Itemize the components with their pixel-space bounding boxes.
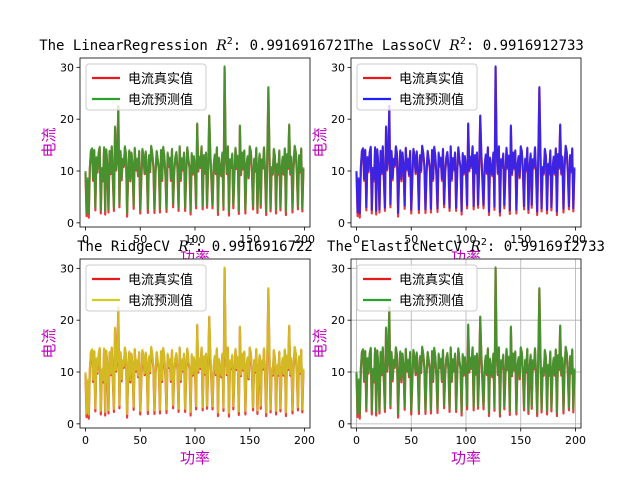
y-tick-label: 10 <box>60 366 74 379</box>
x-axis-label: 功率 <box>451 449 481 467</box>
y-axis-label: 电流 <box>311 127 329 157</box>
y-tick-label: 0 <box>67 217 74 230</box>
y-tick-label: 30 <box>331 61 345 74</box>
chart-panel-4: 0 50 100 150 200 0 10 20 30 功率 电流 The ElasticNetCV … <box>311 237 605 467</box>
y-tick-label: 0 <box>338 217 345 230</box>
legend-label: 电流预测值 <box>399 92 464 108</box>
x-tick-label: 150 <box>239 233 260 246</box>
series-line-predicted <box>355 266 576 416</box>
legend-label: 电流真实值 <box>399 272 464 288</box>
series-line-predicted <box>84 266 305 416</box>
y-axis-label: 电流 <box>40 328 58 358</box>
x-tick-label: 0 <box>353 434 360 447</box>
chart-title: The ElasticNetCV R2: 0.9916912733 <box>327 237 605 255</box>
y-axis-label: 电流 <box>311 328 329 358</box>
y-tick-label: 0 <box>338 418 345 431</box>
chart-panel-3: 0 50 100 150 200 0 10 20 30 功率 电流 The RidgeCV R2: 0… <box>40 237 315 467</box>
title-score: : 0.9916916722 <box>195 239 313 255</box>
x-tick-label: 100 <box>185 434 206 447</box>
x-tick-label: 200 <box>565 233 586 246</box>
legend-label: 电流预测值 <box>399 293 464 309</box>
title-r2-symbol: R <box>469 239 481 255</box>
legend-label: 电流预测值 <box>128 92 193 108</box>
y-tick-label: 20 <box>331 113 345 126</box>
x-tick-label: 50 <box>404 434 418 447</box>
legend-label: 电流真实值 <box>128 71 193 87</box>
title-r2-symbol: R <box>215 38 227 54</box>
title-score: : 0.9916912733 <box>487 239 605 255</box>
title-r2-exponent: 2 <box>481 237 487 248</box>
x-tick-label: 0 <box>353 233 360 246</box>
legend-label: 电流真实值 <box>399 71 464 87</box>
title-r2-exponent: 2 <box>189 237 195 248</box>
title-score: : 0.9916912733 <box>466 38 584 54</box>
title-r2-symbol: R <box>448 38 460 54</box>
y-tick-label: 30 <box>331 262 345 275</box>
series-line-predicted <box>84 65 305 215</box>
x-tick-label: 50 <box>404 233 418 246</box>
legend-label: 电流预测值 <box>128 293 193 309</box>
title-r2-exponent: 2 <box>460 36 466 47</box>
title-text: The ElasticNetCV <box>327 239 470 255</box>
x-tick-label: 150 <box>510 434 531 447</box>
y-tick-label: 20 <box>331 314 345 327</box>
title-text: The LassoCV <box>348 38 449 54</box>
chart-title: The RidgeCV R2: 0.9916916722 <box>77 237 313 255</box>
y-tick-label: 20 <box>60 314 74 327</box>
y-tick-label: 30 <box>60 61 74 74</box>
y-tick-label: 0 <box>67 418 74 431</box>
chart-title: The LinearRegression R2: 0.9916916721 <box>39 36 351 54</box>
legend-label: 电流真实值 <box>128 272 193 288</box>
title-score: : 0.9916916721 <box>233 38 351 54</box>
x-tick-label: 200 <box>294 434 315 447</box>
title-text: The LinearRegression <box>39 38 216 54</box>
y-tick-label: 10 <box>331 165 345 178</box>
chart-title: The LassoCV R2: 0.9916912733 <box>348 36 584 54</box>
x-axis-label: 功率 <box>180 449 210 467</box>
title-text: The RidgeCV <box>77 239 178 255</box>
x-tick-label: 200 <box>565 434 586 447</box>
series-line-predicted <box>355 65 576 215</box>
x-tick-label: 100 <box>456 233 477 246</box>
title-r2-symbol: R <box>177 239 189 255</box>
y-tick-label: 30 <box>60 262 74 275</box>
x-tick-label: 0 <box>82 233 89 246</box>
y-tick-label: 10 <box>331 366 345 379</box>
x-tick-label: 100 <box>456 434 477 447</box>
x-tick-label: 150 <box>510 233 531 246</box>
y-axis-label: 电流 <box>40 127 58 157</box>
x-tick-label: 0 <box>82 434 89 447</box>
title-r2-exponent: 2 <box>227 36 233 47</box>
x-tick-label: 200 <box>294 233 315 246</box>
x-tick-label: 100 <box>185 233 206 246</box>
x-tick-label: 150 <box>239 434 260 447</box>
x-tick-label: 50 <box>133 233 147 246</box>
y-tick-label: 20 <box>60 113 74 126</box>
x-tick-label: 50 <box>133 434 147 447</box>
y-tick-label: 10 <box>60 165 74 178</box>
